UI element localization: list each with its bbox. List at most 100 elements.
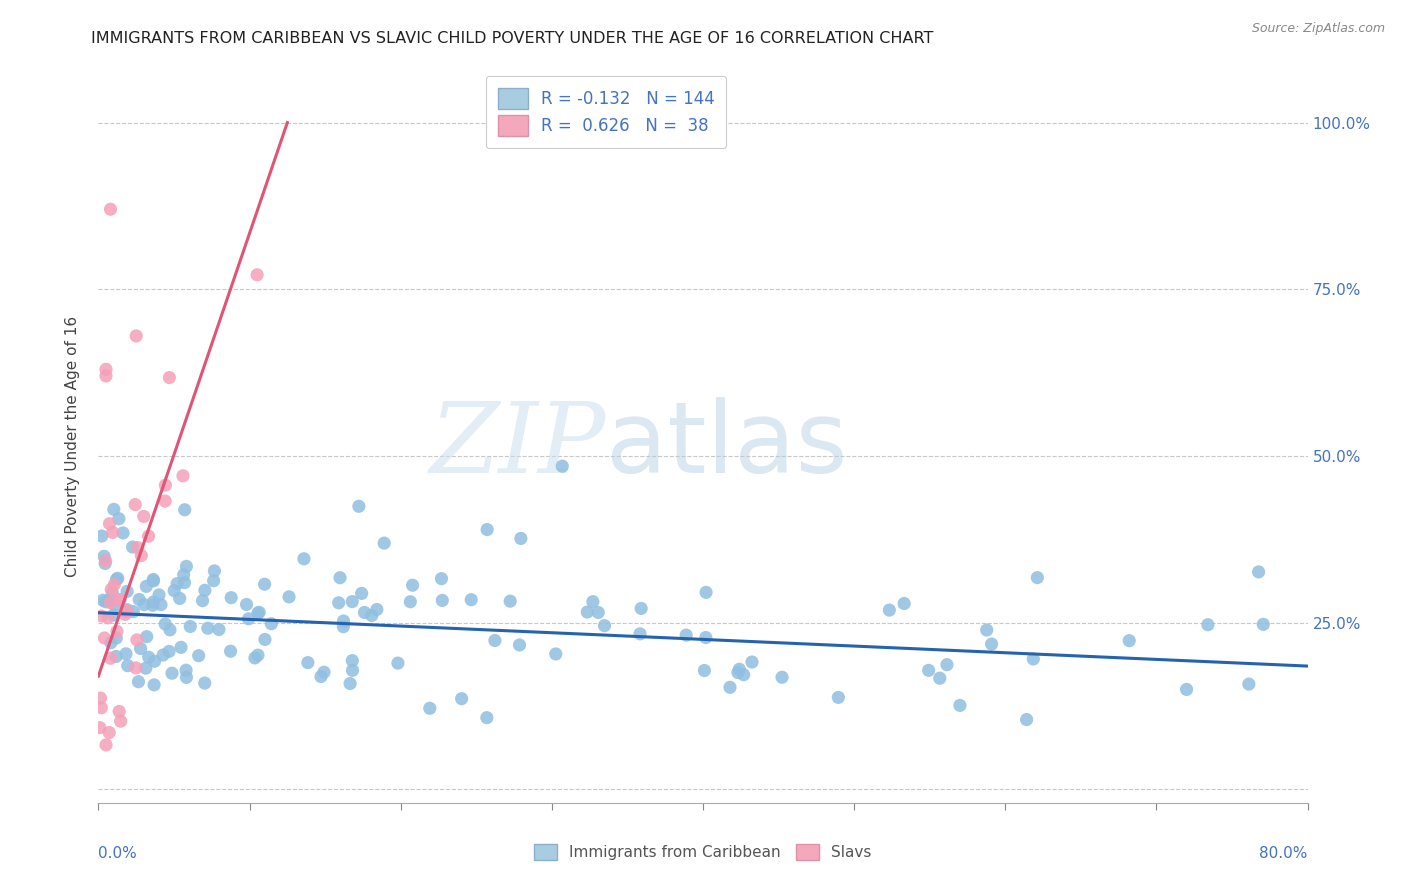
Point	[155, 478, 177, 492]
Point	[342, 654, 364, 668]
Point	[332, 614, 354, 628]
Point	[94, 595, 117, 609]
Point	[125, 632, 148, 647]
Point	[174, 663, 197, 677]
Point	[309, 669, 332, 683]
Point	[1237, 677, 1260, 691]
Point	[125, 661, 148, 675]
Point	[138, 650, 160, 665]
Point	[94, 738, 117, 752]
Point	[827, 690, 849, 705]
Point	[97, 611, 120, 625]
Point	[135, 661, 157, 675]
Point	[117, 604, 139, 618]
Point	[1197, 617, 1219, 632]
Point	[132, 509, 155, 524]
Point	[157, 644, 180, 658]
Point	[202, 574, 225, 588]
Point	[419, 701, 441, 715]
Point	[509, 532, 531, 546]
Point	[432, 593, 454, 607]
Point	[124, 498, 146, 512]
Point	[90, 529, 112, 543]
Point	[342, 664, 364, 678]
Point	[114, 607, 136, 622]
Point	[108, 511, 131, 525]
Point	[149, 598, 172, 612]
Point	[103, 502, 125, 516]
Text: 0.0%: 0.0%	[98, 846, 138, 861]
Point	[115, 584, 138, 599]
Point	[115, 602, 138, 616]
Point	[173, 575, 195, 590]
Point	[727, 665, 749, 680]
Point	[90, 700, 112, 714]
Point	[339, 676, 361, 690]
Point	[582, 594, 605, 608]
Point	[332, 620, 354, 634]
Point	[89, 721, 111, 735]
Point	[893, 597, 915, 611]
Point	[450, 691, 472, 706]
Point	[132, 598, 155, 612]
Point	[253, 577, 276, 591]
Point	[121, 540, 143, 554]
Point	[142, 574, 165, 588]
Point	[122, 605, 145, 619]
Point	[94, 368, 117, 383]
Point	[366, 602, 388, 616]
Point	[138, 529, 160, 543]
Point	[125, 329, 148, 343]
Point	[173, 567, 195, 582]
Point	[1251, 617, 1274, 632]
Point	[89, 691, 111, 706]
Point	[202, 564, 225, 578]
Point	[980, 637, 1002, 651]
Point	[117, 658, 139, 673]
Point	[108, 592, 131, 607]
Point	[586, 606, 609, 620]
Point	[499, 594, 522, 608]
Point	[105, 573, 128, 587]
Point	[127, 541, 149, 555]
Point	[166, 576, 188, 591]
Point	[111, 525, 134, 540]
Point	[143, 678, 166, 692]
Point	[347, 500, 370, 514]
Point	[328, 596, 350, 610]
Point	[928, 671, 950, 685]
Point	[246, 606, 269, 620]
Point	[1022, 652, 1045, 666]
Point	[551, 459, 574, 474]
Point	[90, 609, 112, 624]
Point	[194, 676, 217, 690]
Point	[1175, 682, 1198, 697]
Point	[157, 370, 180, 384]
Point	[576, 605, 599, 619]
Point	[163, 583, 186, 598]
Point	[128, 592, 150, 607]
Point	[103, 607, 125, 622]
Point	[100, 596, 122, 610]
Point	[235, 598, 257, 612]
Point	[160, 666, 183, 681]
Point	[104, 599, 127, 613]
Point	[97, 593, 120, 607]
Point	[94, 362, 117, 376]
Point	[628, 627, 651, 641]
Text: 80.0%: 80.0%	[1260, 846, 1308, 861]
Point	[401, 578, 423, 592]
Point	[100, 582, 122, 597]
Point	[105, 624, 128, 639]
Point	[718, 681, 741, 695]
Point	[152, 648, 174, 662]
Point	[129, 641, 152, 656]
Point	[508, 638, 530, 652]
Point	[100, 202, 122, 217]
Point	[460, 592, 482, 607]
Point	[247, 605, 270, 619]
Point	[100, 636, 122, 650]
Point	[484, 633, 506, 648]
Point	[108, 593, 131, 607]
Point	[475, 523, 498, 537]
